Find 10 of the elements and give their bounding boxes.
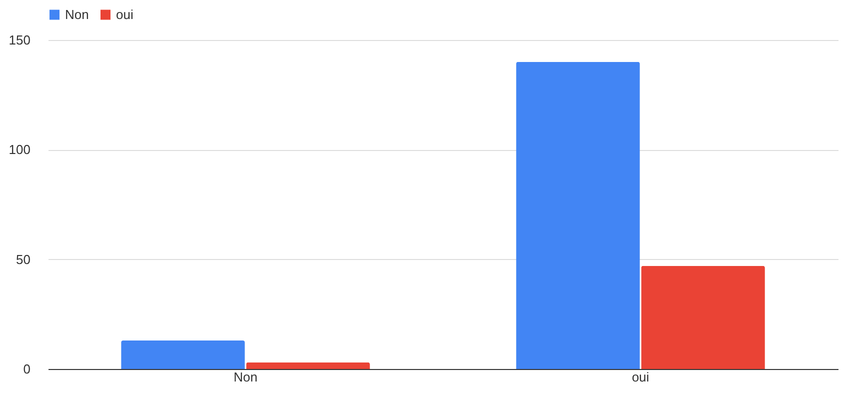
y-tick-label: 150 bbox=[8, 32, 30, 48]
y-tick-label: 0 bbox=[23, 362, 30, 376]
legend-label: Non bbox=[65, 6, 89, 22]
y-tick-label: 100 bbox=[8, 142, 30, 158]
bar bbox=[516, 62, 640, 369]
legend-label: oui bbox=[116, 6, 134, 22]
y-tick-label: 50 bbox=[16, 252, 30, 267]
bar bbox=[121, 340, 245, 369]
bar bbox=[641, 266, 765, 369]
bar bbox=[246, 362, 370, 369]
